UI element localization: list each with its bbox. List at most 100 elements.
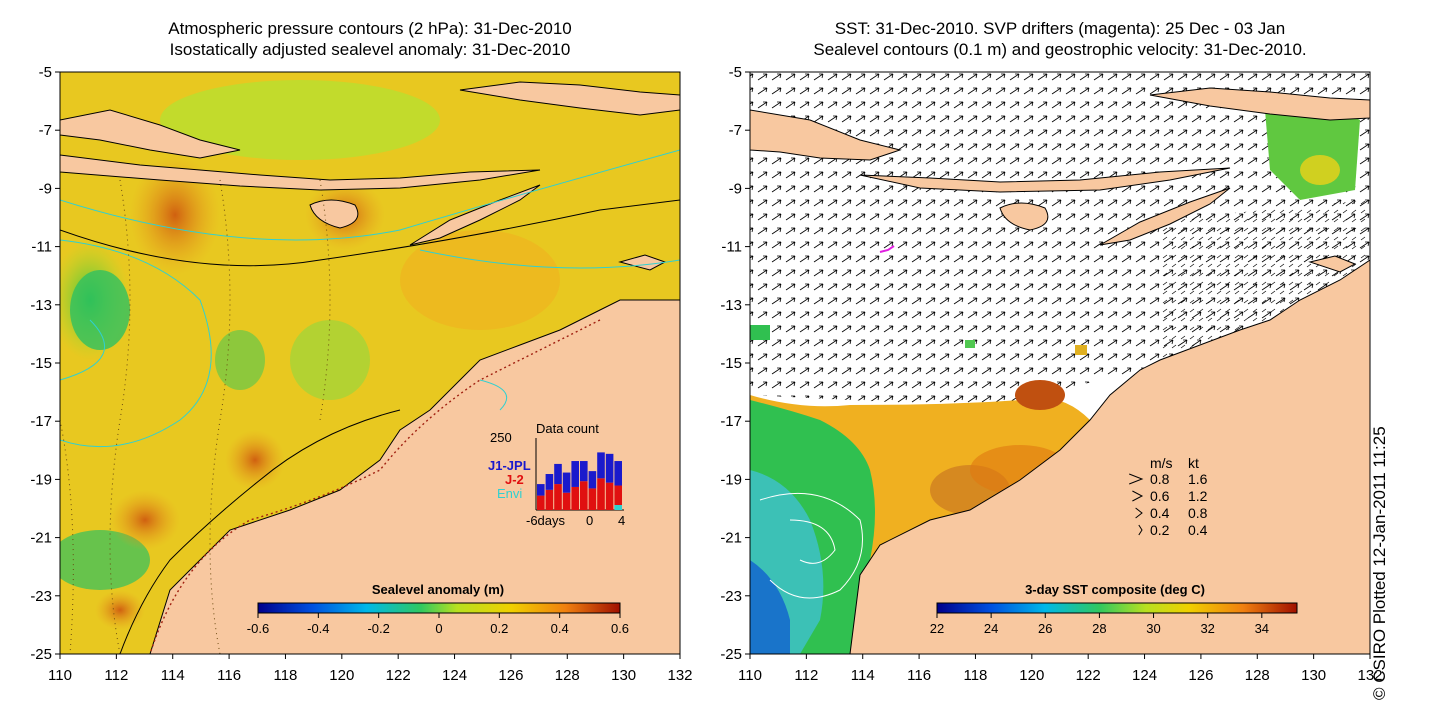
right-lat-tick: -21 xyxy=(720,530,742,547)
data-count-ymax: 250 xyxy=(490,430,512,445)
right-lon-tick: 114 xyxy=(851,667,875,684)
velocity-key-ms: 0.6 xyxy=(1150,488,1170,504)
left-lat-tick: -19 xyxy=(30,471,52,488)
velocity-key-arrow xyxy=(1132,490,1144,502)
left-colorbar-gradient xyxy=(257,602,621,614)
left-lon-tick: 110 xyxy=(48,667,72,684)
velocity-key-header-kt: kt xyxy=(1188,455,1199,471)
data-count-bar-j2 xyxy=(554,484,562,510)
left-title: Atmospheric pressure contours (2 hPa): 3… xyxy=(60,18,680,60)
right-lon-tick: 116 xyxy=(907,667,931,684)
data-count-bar-j1 xyxy=(545,474,554,490)
velocity-key-arrow xyxy=(1135,507,1143,519)
data-count-bar-j2 xyxy=(562,492,571,510)
right-colorbar-tick: 28 xyxy=(1092,621,1106,636)
left-lat-tick: -15 xyxy=(30,355,52,372)
left-lon-tick: 122 xyxy=(386,667,411,684)
data-count-bar-j1 xyxy=(562,472,571,493)
svp-drifter-track xyxy=(879,245,895,253)
left-lon-tick: 132 xyxy=(667,667,692,684)
legend-j1-jpl: J1-JPL xyxy=(488,458,531,473)
right-lon-tick: 126 xyxy=(1188,667,1213,684)
left-lat-tick: -21 xyxy=(30,530,52,547)
plot-credit: © CSIRO Plotted 12-Jan-2011 11:25 xyxy=(1370,426,1389,700)
velocity-key-arrow xyxy=(1138,524,1143,536)
velocity-key-rows: 0.8 1.60.6 1.20.4 0.80.2 0.4 xyxy=(1129,471,1208,538)
right-colorbar-tick: 32 xyxy=(1200,621,1214,636)
left-colorbar-tick: -0.2 xyxy=(367,621,389,636)
data-count-inset: Data count 250 J1-JPL J-2 Envi -6days 0 … xyxy=(488,421,625,528)
right-colorbar-ticks: 22 24 26 28 30 32 34 xyxy=(930,613,1269,636)
left-lon-tick: 120 xyxy=(329,667,354,684)
left-lat-tick: -25 xyxy=(30,646,52,663)
data-count-bar-j2 xyxy=(588,488,597,510)
left-title-line1: Atmospheric pressure contours (2 hPa): 3… xyxy=(168,19,572,38)
right-lat-tick: -23 xyxy=(720,588,742,605)
data-count-xtick-2: 4 xyxy=(618,513,625,528)
data-count-xtick-0: -6days xyxy=(526,513,566,528)
data-count-title: Data count xyxy=(536,421,599,436)
left-colorbar-label: Sealevel anomaly (m) xyxy=(372,582,504,597)
data-count-bar-j1 xyxy=(554,463,562,485)
velocity-key-ms: 0.8 xyxy=(1150,471,1170,487)
data-count-bar-j2 xyxy=(537,495,545,510)
left-map xyxy=(60,72,680,654)
legend-envi: Envi xyxy=(497,486,522,501)
right-lon-tick: 120 xyxy=(1019,667,1044,684)
right-lat-tick: -25 xyxy=(720,646,742,663)
data-count-bar-j2 xyxy=(545,489,554,510)
velocity-key-kt: 1.6 xyxy=(1188,471,1208,487)
data-count-bar-j2 xyxy=(580,481,588,510)
right-colorbar-tick: 30 xyxy=(1146,621,1160,636)
left-colorbar-tick: 0 xyxy=(435,621,442,636)
left-lon-tick: 114 xyxy=(161,667,185,684)
left-colorbar-tick: 0.6 xyxy=(611,621,629,636)
velocity-key-arrow xyxy=(1129,473,1144,485)
right-lon-tick: 110 xyxy=(738,667,762,684)
left-lon-tick: 118 xyxy=(273,667,297,684)
data-count-bar-j1 xyxy=(580,461,588,482)
velocity-key-ms: 0.4 xyxy=(1150,505,1170,521)
data-count-bar-j2 xyxy=(571,486,579,510)
right-lon-tick: 132 xyxy=(1357,667,1382,684)
left-lat-tick: -17 xyxy=(30,413,52,430)
right-lat-tick: -5 xyxy=(729,64,742,81)
left-colorbar-tick: 0.2 xyxy=(490,621,508,636)
left-lat-tick: -9 xyxy=(39,180,52,197)
right-lat-tick: -19 xyxy=(720,471,742,488)
left-title-line2: Isostatically adjusted sealevel anomaly:… xyxy=(169,40,571,59)
velocity-key-kt: 0.8 xyxy=(1188,505,1208,521)
right-lon-tick: 128 xyxy=(1245,667,1270,684)
right-colorbar-label: 3-day SST composite (deg C) xyxy=(1025,582,1205,597)
data-count-bars xyxy=(537,452,622,510)
data-count-bar-envi xyxy=(614,505,622,510)
left-lat-tick: -5 xyxy=(39,64,52,81)
data-count-bar-j1 xyxy=(614,461,622,486)
data-count-bar-j2 xyxy=(597,478,605,510)
right-title-line1: SST: 31-Dec-2010. SVP drifters (magenta)… xyxy=(834,19,1286,38)
right-lat-tick: -17 xyxy=(720,413,742,430)
data-count-bar-j2 xyxy=(605,482,614,510)
legend-j2: J-2 xyxy=(505,472,524,487)
left-colorbar-tick: 0.4 xyxy=(551,621,569,636)
right-lat-tick: -11 xyxy=(721,239,742,256)
left-australia-land xyxy=(149,299,680,654)
velocity-key-ms: 0.2 xyxy=(1150,522,1170,538)
left-lat-tick: -7 xyxy=(39,122,52,139)
right-lat-tick: -9 xyxy=(729,180,742,197)
right-lat-tick: -13 xyxy=(720,297,742,314)
data-count-bar-j1 xyxy=(571,461,579,487)
data-count-bar-j1 xyxy=(605,453,614,483)
map-axes: 110 112 114 116 118 120 122 124 126 128 130 132 -5 -7… xyxy=(30,64,1382,684)
data-count-bar-j2 xyxy=(614,485,622,510)
right-title: SST: 31-Dec-2010. SVP drifters (magenta)… xyxy=(750,18,1370,60)
left-lon-tick: 124 xyxy=(442,667,467,684)
left-lat-tick: -13 xyxy=(30,297,52,314)
right-lon-tick: 118 xyxy=(963,667,987,684)
data-count-bar-j1 xyxy=(537,484,545,496)
right-lon-tick: 112 xyxy=(794,667,818,684)
right-lon-tick: 130 xyxy=(1301,667,1326,684)
left-lon-tick: 130 xyxy=(611,667,636,684)
right-colorbar-tick: 22 xyxy=(930,621,944,636)
